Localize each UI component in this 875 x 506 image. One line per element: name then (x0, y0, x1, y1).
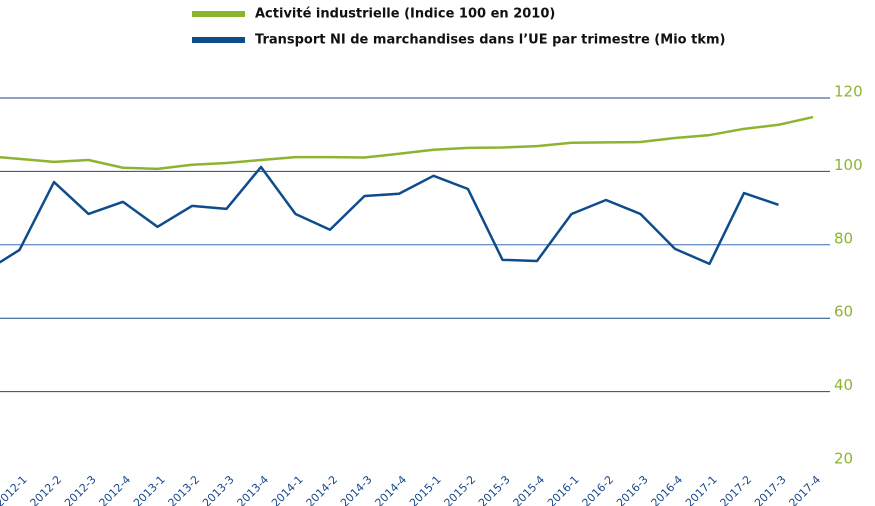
x-tick-label: 2017-4 (786, 473, 823, 506)
y-tick-label: 80 (834, 229, 853, 247)
y-tick-label: 60 (834, 303, 853, 321)
x-tick-label: 2014-1 (269, 473, 306, 506)
x-tick-label: 2013-2 (165, 473, 202, 506)
x-tick-label: 2013-1 (131, 473, 168, 506)
legend-swatch (192, 37, 245, 43)
x-tick-label: 2014-4 (372, 473, 409, 506)
legend-label: Activité industrielle (Indice 100 en 201… (255, 7, 555, 22)
x-tick-label: 2012-4 (96, 473, 133, 506)
x-tick-label: 2012-1 (0, 473, 30, 506)
x-tick-label: 2015-3 (476, 473, 513, 506)
x-tick-label: 2016-3 (614, 473, 651, 506)
x-tick-label: 2016-1 (545, 473, 582, 506)
x-tick-label: 2012-3 (62, 473, 99, 506)
x-tick-label: 2014-3 (338, 473, 375, 506)
x-tick-label: 2016-2 (579, 473, 616, 506)
y-tick-label: 20 (834, 450, 853, 468)
y-tick-label: 40 (834, 376, 853, 394)
legend-swatch (192, 11, 245, 17)
x-tick-label: 2012-2 (27, 473, 64, 506)
x-tick-label: 2017-3 (752, 473, 789, 506)
x-tick-label: 2013-4 (234, 473, 271, 506)
x-tick-label: 2017-2 (717, 473, 754, 506)
x-tick-label: 2015-1 (407, 473, 444, 506)
x-tick-label: 2016-4 (648, 473, 685, 506)
x-tick-label: 2013-3 (200, 473, 237, 506)
x-tick-label: 2014-2 (303, 473, 340, 506)
x-tick-label: 2015-4 (510, 473, 547, 506)
y-tick-label: 120 (834, 83, 863, 101)
x-tick-label: 2015-2 (441, 473, 478, 506)
y-tick-label: 100 (834, 156, 863, 174)
series-line (0, 165, 779, 266)
legend-label: Transport NI de marchandises dans l’UE p… (255, 33, 725, 48)
x-tick-label: 2017-1 (683, 473, 720, 506)
series-line (0, 115, 814, 171)
